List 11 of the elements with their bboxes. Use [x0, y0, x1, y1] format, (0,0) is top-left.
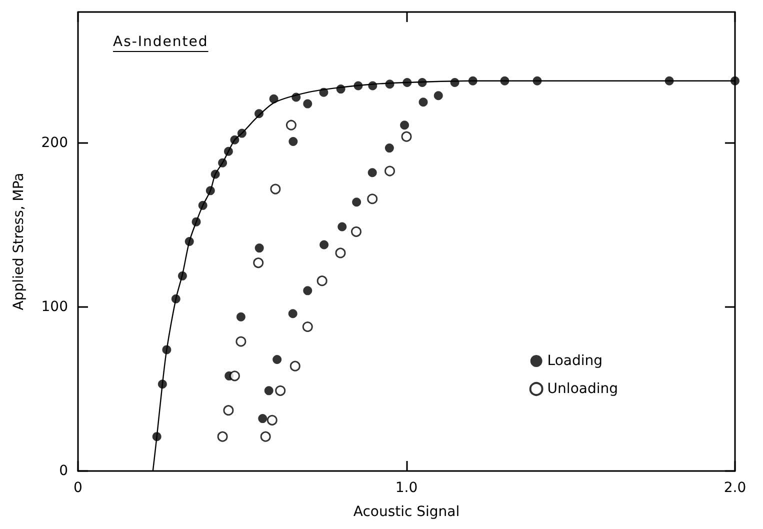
y-tick-label: 0: [59, 463, 68, 479]
y-axis-title: Applied Stress, MPa: [11, 172, 27, 310]
x-tick-label: 2.0: [724, 480, 746, 496]
y-tick-label: 100: [41, 299, 68, 316]
y-tick-label: 200: [41, 135, 68, 152]
legend-label: Unloading: [547, 381, 618, 397]
x-axis-title: Acoustic Signal: [353, 504, 460, 520]
x-tick-label: 0: [74, 480, 82, 496]
x-tick-label: 1.0: [395, 480, 418, 496]
legend-label: Loading: [547, 353, 603, 369]
text: As-Indented: [113, 34, 208, 50]
